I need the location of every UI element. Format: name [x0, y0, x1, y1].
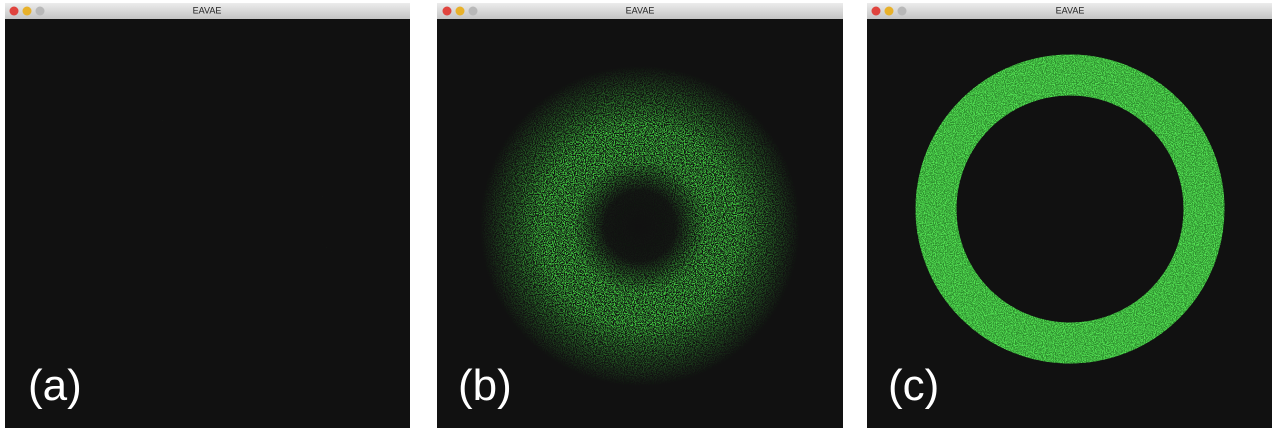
close-button[interactable]: [10, 7, 19, 16]
minimize-button[interactable]: [23, 7, 32, 16]
zoom-button[interactable]: [469, 7, 478, 16]
window-a: EAVAE (a): [5, 3, 410, 428]
zoom-button[interactable]: [898, 7, 907, 16]
minimize-button[interactable]: [885, 7, 894, 16]
window-b: EAVAE (b): [437, 3, 843, 428]
window-title: EAVAE: [626, 5, 655, 15]
particle-cloud: [20, 45, 370, 385]
zoom-button[interactable]: [36, 7, 45, 16]
close-button[interactable]: [443, 7, 452, 16]
window-c: EAVAE (c): [867, 3, 1272, 428]
window-title: EAVAE: [193, 5, 222, 15]
panel-label: (b): [458, 361, 512, 410]
window-title: EAVAE: [1056, 5, 1085, 15]
particles: [20, 45, 370, 385]
particles: [480, 66, 800, 386]
panel-label: (c): [888, 361, 939, 410]
screenshot: EAVAE (a) EAVAE (b) EAVAE (c): [0, 0, 1277, 430]
close-button[interactable]: [872, 7, 881, 16]
panel-label: (a): [28, 361, 82, 410]
minimize-button[interactable]: [456, 7, 465, 16]
particle-annulus: [480, 66, 800, 386]
